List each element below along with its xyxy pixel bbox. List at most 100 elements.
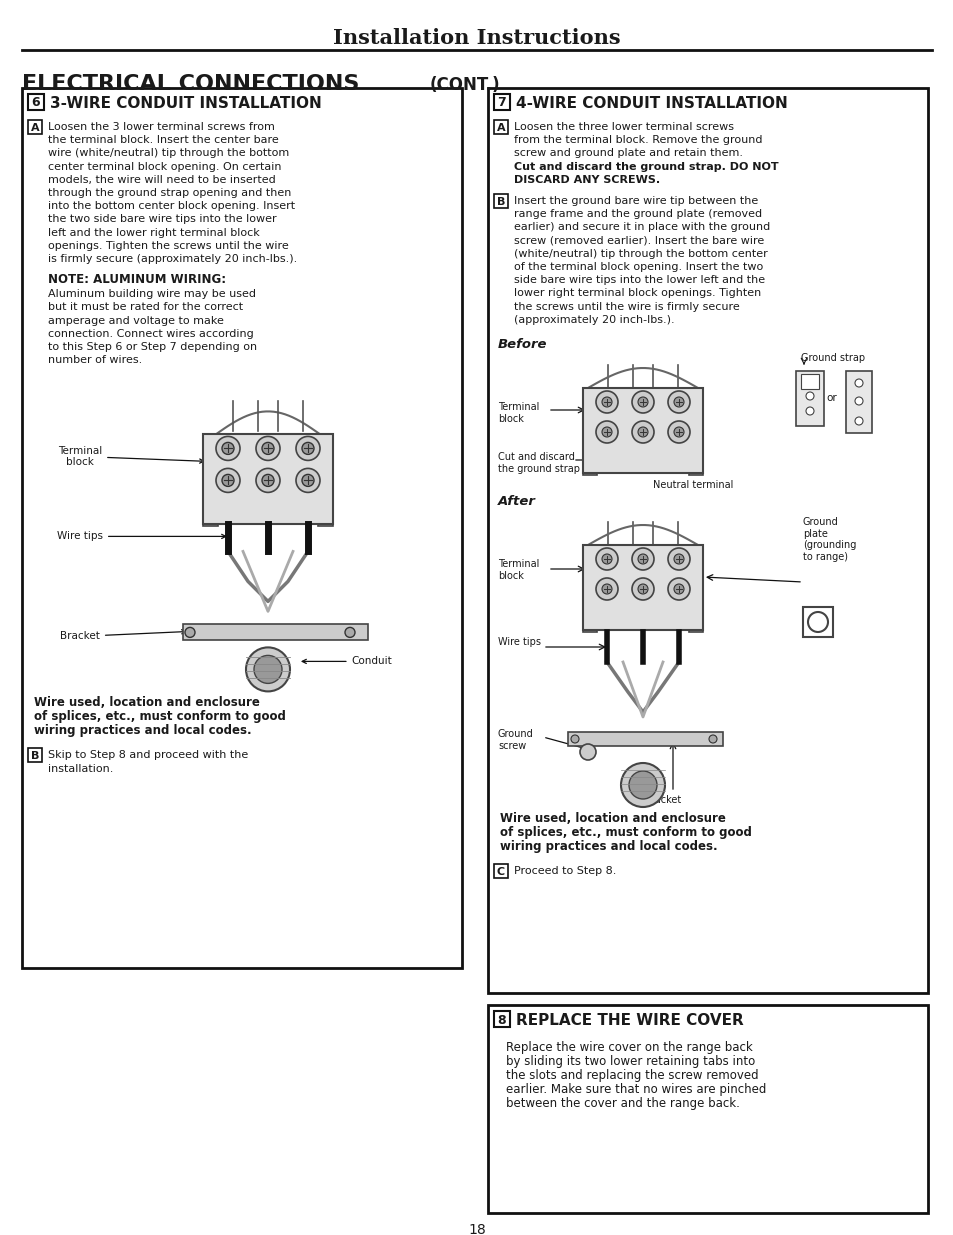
Text: Bracket: Bracket [643,795,680,805]
Circle shape [638,396,647,408]
Bar [203,435,333,525]
Circle shape [807,613,827,632]
Bar [28,748,42,762]
Bar [494,94,510,110]
Circle shape [638,427,647,437]
Circle shape [631,548,654,571]
Text: Aluminum building wire may be used: Aluminum building wire may be used [48,289,255,299]
Circle shape [185,627,194,637]
Circle shape [667,578,689,600]
Text: 8: 8 [497,1014,506,1026]
Circle shape [253,656,282,683]
Text: lower right terminal block openings. Tighten: lower right terminal block openings. Tig… [514,289,760,299]
Text: but it must be rated for the correct: but it must be rated for the correct [48,303,243,312]
Bar [845,370,871,433]
Text: (CONT.): (CONT.) [430,77,500,94]
Circle shape [246,647,290,692]
Text: (approximately 20 inch-lbs.).: (approximately 20 inch-lbs.). [514,315,674,325]
Text: Proceed to Step 8.: Proceed to Step 8. [514,866,616,876]
Text: or: or [825,393,837,403]
Circle shape [673,555,683,564]
Bar [22,88,461,968]
Text: Neutral terminal: Neutral terminal [652,480,733,490]
Circle shape [601,396,612,408]
Text: Wire tips: Wire tips [497,637,540,647]
Text: openings. Tighten the screws until the wire: openings. Tighten the screws until the w… [48,241,289,251]
Polygon shape [582,545,597,632]
Text: 7: 7 [497,96,506,110]
Text: Loosen the 3 lower terminal screws from: Loosen the 3 lower terminal screws from [48,122,274,132]
Text: into the bottom center block opening. Insert: into the bottom center block opening. In… [48,201,294,211]
Circle shape [579,743,596,760]
Circle shape [620,763,664,806]
Circle shape [628,771,657,799]
Circle shape [601,427,612,437]
Bar [488,1005,927,1213]
Bar [28,120,42,135]
Text: Wire used, location and enclosure: Wire used, location and enclosure [499,811,725,825]
Text: 6: 6 [31,96,40,110]
Circle shape [638,584,647,594]
Text: Insert the ground bare wire tip between the: Insert the ground bare wire tip between … [514,196,758,206]
Text: 18: 18 [468,1223,485,1235]
Text: range frame and the ground plate (removed: range frame and the ground plate (remove… [514,209,761,219]
Text: C: C [497,867,504,877]
Circle shape [215,468,240,493]
Text: number of wires.: number of wires. [48,356,142,366]
Text: ELECTRICAL CONNECTIONS: ELECTRICAL CONNECTIONS [22,74,359,94]
Circle shape [596,391,618,412]
Text: Skip to Step 8 and proceed with the: Skip to Step 8 and proceed with the [48,751,248,761]
Text: Installation Instructions: Installation Instructions [333,28,620,48]
Text: amperage and voltage to make: amperage and voltage to make [48,316,224,326]
Bar [494,864,507,878]
Text: Terminal
block: Terminal block [497,559,538,580]
Text: B: B [30,751,39,762]
Circle shape [631,391,654,412]
Circle shape [596,421,618,443]
Text: through the ground strap opening and then: through the ground strap opening and the… [48,188,291,198]
Text: is firmly secure (approximately 20 inch-lbs.).: is firmly secure (approximately 20 inch-… [48,254,297,264]
Bar [494,120,507,135]
Text: Ground strap: Ground strap [801,353,864,363]
Text: from the terminal block. Remove the ground: from the terminal block. Remove the grou… [514,135,761,146]
Text: between the cover and the range back.: between the cover and the range back. [505,1097,740,1110]
Polygon shape [688,388,702,475]
Bar [488,88,927,993]
Text: Cut and discard the ground strap. DO NOT: Cut and discard the ground strap. DO NOT [514,162,778,172]
Circle shape [262,442,274,454]
Text: 4-WIRE CONDUIT INSTALLATION: 4-WIRE CONDUIT INSTALLATION [516,96,787,111]
Text: of splices, etc., must conform to good: of splices, etc., must conform to good [34,710,286,724]
Text: Terminal
block: Terminal block [497,403,538,424]
Text: Replace the wire cover on the range back: Replace the wire cover on the range back [505,1041,752,1053]
Text: center terminal block opening. On certain: center terminal block opening. On certai… [48,162,281,172]
Circle shape [302,474,314,487]
Bar [582,545,702,630]
Text: 3-WIRE CONDUIT INSTALLATION: 3-WIRE CONDUIT INSTALLATION [50,96,321,111]
Bar [582,388,702,473]
Bar [183,625,368,641]
Polygon shape [203,435,218,526]
Text: wire (white/neutral) tip through the bottom: wire (white/neutral) tip through the bot… [48,148,289,158]
Circle shape [222,442,233,454]
Circle shape [854,396,862,405]
Circle shape [631,578,654,600]
Circle shape [262,474,274,487]
Bar [28,94,44,110]
Circle shape [667,421,689,443]
Text: Cut and discard
the ground strap: Cut and discard the ground strap [497,452,579,473]
Circle shape [667,548,689,571]
Circle shape [805,391,813,400]
Circle shape [295,468,319,493]
Text: screw (removed earlier). Insert the bare wire: screw (removed earlier). Insert the bare… [514,236,763,246]
Circle shape [631,421,654,443]
Polygon shape [688,545,702,632]
Text: to this Step 6 or Step 7 depending on: to this Step 6 or Step 7 depending on [48,342,257,352]
Text: After: After [497,495,536,508]
Circle shape [571,735,578,743]
Circle shape [345,627,355,637]
Text: Bracket: Bracket [60,630,186,641]
Circle shape [805,408,813,415]
Text: wiring practices and local codes.: wiring practices and local codes. [34,725,252,737]
Text: installation.: installation. [48,764,113,774]
Circle shape [215,436,240,461]
